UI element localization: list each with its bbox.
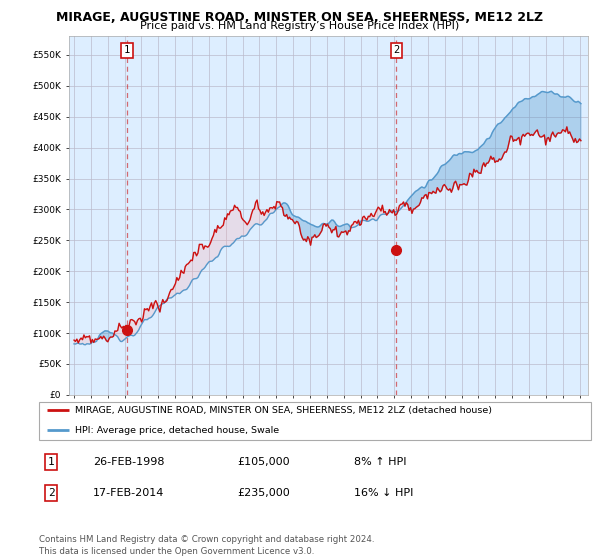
Text: £235,000: £235,000 bbox=[237, 488, 290, 498]
Text: 2: 2 bbox=[393, 45, 400, 55]
Text: 2: 2 bbox=[47, 488, 55, 498]
Text: Price paid vs. HM Land Registry’s House Price Index (HPI): Price paid vs. HM Land Registry’s House … bbox=[140, 21, 460, 31]
Text: 26-FEB-1998: 26-FEB-1998 bbox=[93, 457, 164, 467]
Text: MIRAGE, AUGUSTINE ROAD, MINSTER ON SEA, SHEERNESS, ME12 2LZ (detached house): MIRAGE, AUGUSTINE ROAD, MINSTER ON SEA, … bbox=[75, 406, 492, 415]
Text: MIRAGE, AUGUSTINE ROAD, MINSTER ON SEA, SHEERNESS, ME12 2LZ: MIRAGE, AUGUSTINE ROAD, MINSTER ON SEA, … bbox=[56, 11, 544, 24]
Text: HPI: Average price, detached house, Swale: HPI: Average price, detached house, Swal… bbox=[75, 426, 279, 435]
Text: 17-FEB-2014: 17-FEB-2014 bbox=[93, 488, 164, 498]
Text: 1: 1 bbox=[47, 457, 55, 467]
Text: 8% ↑ HPI: 8% ↑ HPI bbox=[354, 457, 407, 467]
Text: Contains HM Land Registry data © Crown copyright and database right 2024.
This d: Contains HM Land Registry data © Crown c… bbox=[39, 535, 374, 556]
Text: 1: 1 bbox=[124, 45, 130, 55]
Text: 16% ↓ HPI: 16% ↓ HPI bbox=[354, 488, 413, 498]
Text: £105,000: £105,000 bbox=[237, 457, 290, 467]
